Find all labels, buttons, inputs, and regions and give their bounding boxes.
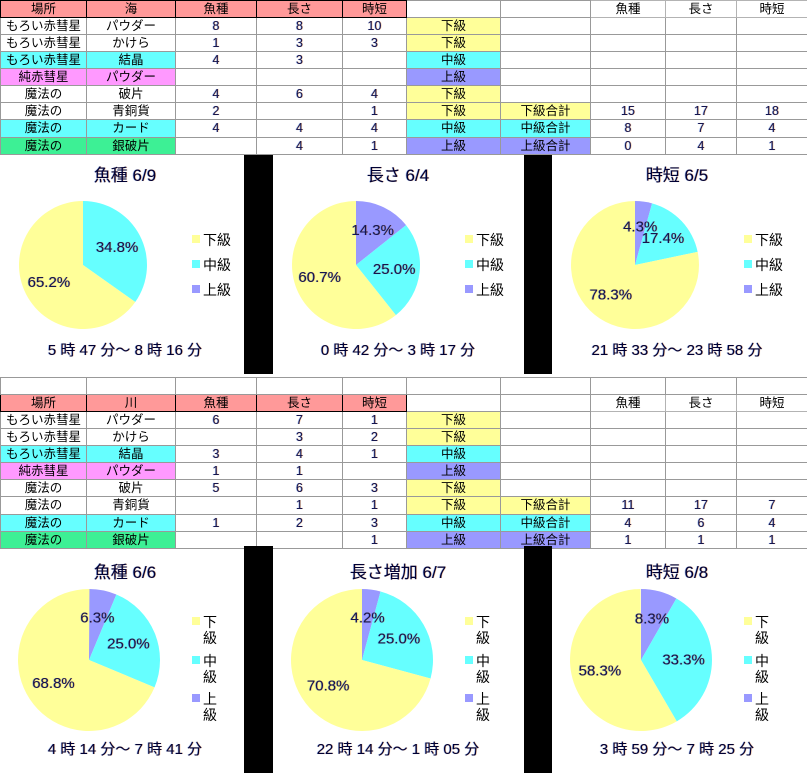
svg-text:78.3%: 78.3% <box>590 286 633 303</box>
svg-text:60.7%: 60.7% <box>298 269 341 286</box>
svg-text:8.3%: 8.3% <box>635 610 669 627</box>
svg-text:25.0%: 25.0% <box>373 261 416 278</box>
svg-text:4.2%: 4.2% <box>350 609 384 626</box>
svg-text:58.3%: 58.3% <box>579 663 622 680</box>
svg-text:33.3%: 33.3% <box>662 651 705 668</box>
svg-text:25.0%: 25.0% <box>107 635 150 652</box>
svg-text:6.3%: 6.3% <box>80 610 114 627</box>
svg-text:17.4%: 17.4% <box>642 230 685 247</box>
svg-text:65.2%: 65.2% <box>28 274 71 291</box>
svg-text:70.8%: 70.8% <box>307 677 350 694</box>
svg-text:14.3%: 14.3% <box>351 222 394 239</box>
svg-text:68.8%: 68.8% <box>32 675 75 692</box>
svg-text:34.8%: 34.8% <box>96 239 139 256</box>
svg-text:25.0%: 25.0% <box>378 630 421 647</box>
